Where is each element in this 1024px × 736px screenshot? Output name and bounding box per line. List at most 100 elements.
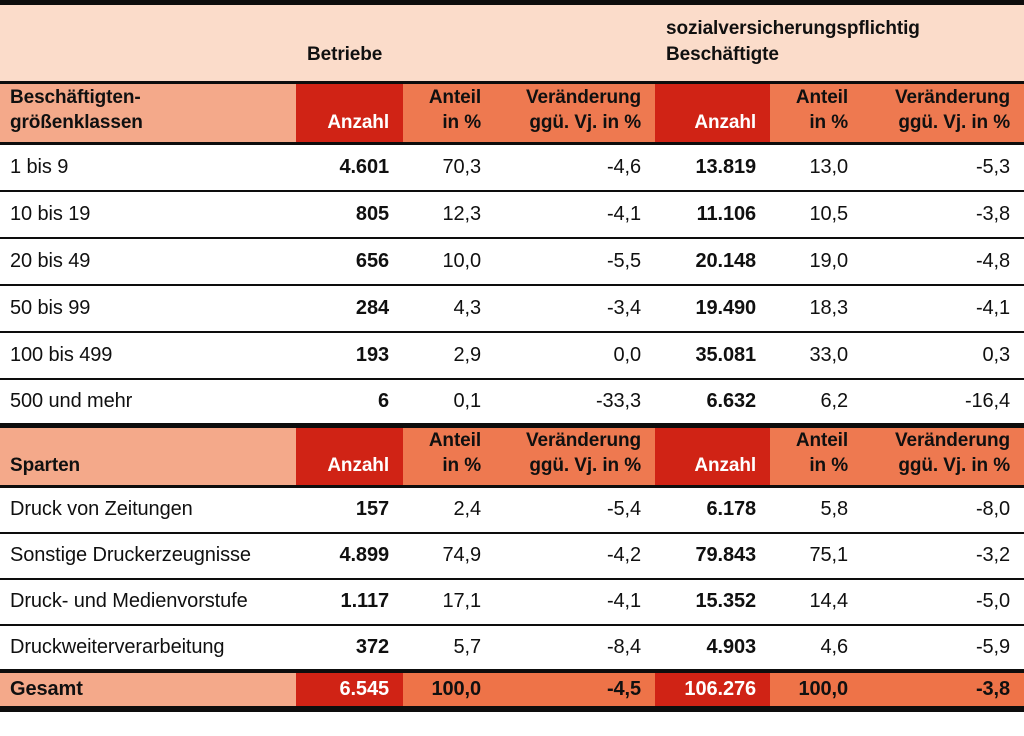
col-header-veraenderung-line1: Veränderung <box>525 86 642 108</box>
cell-beschaeftigte-anzahl: 19.490 <box>655 284 771 333</box>
cell-beschaeftigte-veraenderung: -5,3 <box>862 143 1024 192</box>
row-label: 500 und mehr <box>0 378 296 428</box>
cell-betriebe-anteil: 17,1 <box>403 578 495 626</box>
row-label: Druck- und Medienvorstufe <box>0 578 296 626</box>
col-header-anzahl-beschaeftigte: Anzahl <box>655 425 771 489</box>
cell-beschaeftigte-veraenderung: -5,9 <box>862 624 1024 673</box>
cell-betriebe-anzahl: 6 <box>296 378 403 428</box>
cell-betriebe-veraenderung: -8,4 <box>495 624 656 673</box>
cell-beschaeftigte-anzahl: 6.632 <box>655 378 771 428</box>
cell-beschaeftigte-veraenderung: -8,0 <box>862 486 1024 534</box>
group-header-betriebe-label: Betriebe <box>307 43 383 65</box>
section1-title: Beschäftigten- größenklassen <box>0 82 296 145</box>
section2-title-line1: Sparten <box>10 455 81 477</box>
total-betriebe-veraenderung: -4,5 <box>495 670 656 712</box>
row-label: 1 bis 9 <box>0 143 296 192</box>
cell-beschaeftigte-veraenderung: -5,0 <box>862 578 1024 626</box>
cell-beschaeftigte-veraenderung: -3,8 <box>862 190 1024 239</box>
col-header-anzahl-betriebe: Anzahl <box>296 425 403 489</box>
group-header-beschaeftigte-line2: Beschäftigte <box>666 43 779 65</box>
col-header-anzahl-beschaeftigte: Anzahl <box>655 82 771 145</box>
col-header-anteil-line2: in % <box>442 111 481 133</box>
col-header-anteil-line1: Anteil <box>428 430 481 451</box>
col-header-veraenderung-line1: Veränderung <box>895 86 1011 108</box>
col-header-veraenderung-beschaeftigte: Veränderung ggü. Vj. in % <box>862 425 1024 489</box>
cell-beschaeftigte-anteil: 14,4 <box>770 578 863 626</box>
cell-beschaeftigte-anteil: 75,1 <box>770 532 863 580</box>
section2-title: Sparten <box>0 425 296 489</box>
cell-betriebe-anzahl: 805 <box>296 190 403 239</box>
cell-beschaeftigte-anteil: 10,5 <box>770 190 863 239</box>
cell-betriebe-anzahl: 1.117 <box>296 578 403 626</box>
cell-beschaeftigte-anteil: 33,0 <box>770 331 863 380</box>
statistics-table: Betriebe sozialversicherungspflichtig Be… <box>0 0 1024 712</box>
col-header-veraenderung-line1: Veränderung <box>525 430 642 451</box>
col-header-veraenderung-line2: ggü. Vj. in % <box>529 455 642 477</box>
cell-betriebe-anteil: 0,1 <box>403 378 495 428</box>
col-header-anteil-line2: in % <box>809 455 849 477</box>
cell-beschaeftigte-veraenderung: -3,2 <box>862 532 1024 580</box>
col-header-anteil-line2: in % <box>442 455 481 477</box>
cell-betriebe-veraenderung: -4,2 <box>495 532 656 580</box>
cell-beschaeftigte-anzahl: 13.819 <box>655 143 771 192</box>
cell-beschaeftigte-veraenderung: -16,4 <box>862 378 1024 428</box>
table-row: 50 bis 99 284 4,3 -3,4 19.490 18,3 -4,1 <box>0 284 1024 333</box>
group-header-spacer <box>0 2 296 84</box>
cell-beschaeftigte-anteil: 5,8 <box>770 486 863 534</box>
group-header-betriebe: Betriebe <box>296 2 656 84</box>
table-row: Druckweiterverarbeitung 372 5,7 -8,4 4.9… <box>0 624 1024 673</box>
row-label: Sonstige Druckerzeugnisse <box>0 532 296 580</box>
cell-betriebe-veraenderung: -5,5 <box>495 237 656 286</box>
col-header-anteil-line1: Anteil <box>795 86 849 108</box>
cell-betriebe-anzahl: 157 <box>296 486 403 534</box>
cell-betriebe-veraenderung: -33,3 <box>495 378 656 428</box>
table-row: Druck von Zeitungen 157 2,4 -5,4 6.178 5… <box>0 486 1024 534</box>
cell-beschaeftigte-anzahl: 6.178 <box>655 486 771 534</box>
total-beschaeftigte-veraenderung: -3,8 <box>862 670 1024 712</box>
cell-beschaeftigte-anteil: 13,0 <box>770 143 863 192</box>
col-header-anteil-line1: Anteil <box>428 86 481 108</box>
cell-beschaeftigte-anteil: 6,2 <box>770 378 863 428</box>
cell-betriebe-veraenderung: -5,4 <box>495 486 656 534</box>
group-header-beschaeftigte-line1: sozialversicherungspflichtig <box>666 17 920 39</box>
section1-header-row: Beschäftigten- größenklassen Anzahl Ante… <box>0 82 1024 145</box>
col-header-anzahl-betriebe: Anzahl <box>296 82 403 145</box>
row-label: 50 bis 99 <box>0 284 296 333</box>
cell-betriebe-anzahl: 284 <box>296 284 403 333</box>
col-header-veraenderung-line2: ggü. Vj. in % <box>898 111 1011 133</box>
section1-title-line2: größenklassen <box>10 111 143 133</box>
table-row: 500 und mehr 6 0,1 -33,3 6.632 6,2 -16,4 <box>0 378 1024 428</box>
total-row: Gesamt 6.545 100,0 -4,5 106.276 100,0 -3… <box>0 670 1024 712</box>
cell-betriebe-anteil: 10,0 <box>403 237 495 286</box>
cell-beschaeftigte-anzahl: 20.148 <box>655 237 771 286</box>
table-row: 1 bis 9 4.601 70,3 -4,6 13.819 13,0 -5,3 <box>0 143 1024 192</box>
cell-beschaeftigte-veraenderung: -4,8 <box>862 237 1024 286</box>
cell-beschaeftigte-anzahl: 15.352 <box>655 578 771 626</box>
table-row: 100 bis 499 193 2,9 0,0 35.081 33,0 0,3 <box>0 331 1024 380</box>
col-header-anteil-beschaeftigte: Anteil in % <box>770 82 863 145</box>
table-row: Druck- und Medienvorstufe 1.117 17,1 -4,… <box>0 578 1024 626</box>
cell-beschaeftigte-anzahl: 11.106 <box>655 190 771 239</box>
cell-betriebe-anzahl: 372 <box>296 624 403 673</box>
cell-beschaeftigte-anzahl: 35.081 <box>655 331 771 380</box>
row-label: Druckweiterverarbeitung <box>0 624 296 673</box>
col-header-veraenderung-betriebe: Veränderung ggü. Vj. in % <box>495 425 656 489</box>
table-row: Sonstige Druckerzeugnisse 4.899 74,9 -4,… <box>0 532 1024 580</box>
total-beschaeftigte-anzahl: 106.276 <box>655 670 771 712</box>
col-header-anteil-beschaeftigte: Anteil in % <box>770 425 863 489</box>
group-header-beschaeftigte: sozialversicherungspflichtig Beschäftigt… <box>655 2 1024 84</box>
cell-betriebe-anteil: 70,3 <box>403 143 495 192</box>
cell-beschaeftigte-veraenderung: -4,1 <box>862 284 1024 333</box>
cell-beschaeftigte-anteil: 19,0 <box>770 237 863 286</box>
col-header-veraenderung-line2: ggü. Vj. in % <box>898 455 1011 477</box>
cell-beschaeftigte-anteil: 18,3 <box>770 284 863 333</box>
col-header-anteil-betriebe: Anteil in % <box>403 425 495 489</box>
col-header-veraenderung-betriebe: Veränderung ggü. Vj. in % <box>495 82 656 145</box>
cell-betriebe-veraenderung: -4,1 <box>495 190 656 239</box>
cell-betriebe-anzahl: 4.601 <box>296 143 403 192</box>
col-header-veraenderung-line2: ggü. Vj. in % <box>529 111 642 133</box>
row-label: Druck von Zeitungen <box>0 486 296 534</box>
cell-betriebe-anzahl: 193 <box>296 331 403 380</box>
col-header-anteil-betriebe: Anteil in % <box>403 82 495 145</box>
row-label: 10 bis 19 <box>0 190 296 239</box>
